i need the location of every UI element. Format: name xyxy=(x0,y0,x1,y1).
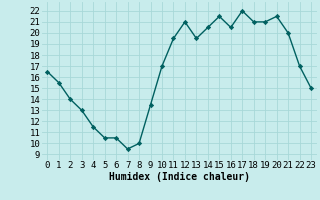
X-axis label: Humidex (Indice chaleur): Humidex (Indice chaleur) xyxy=(109,172,250,182)
